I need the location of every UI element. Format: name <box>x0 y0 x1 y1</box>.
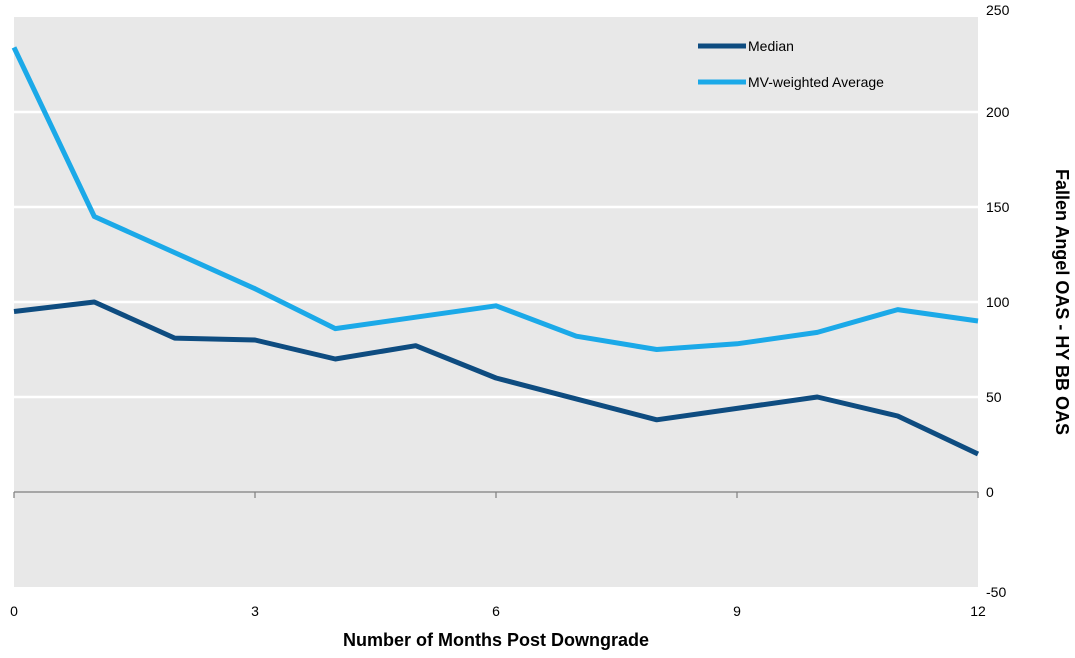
x-axis <box>13 491 979 498</box>
x-tick-label: 0 <box>10 603 18 619</box>
x-tick-label: 9 <box>733 603 741 619</box>
y-tick-label: 250 <box>986 2 1010 18</box>
y-tick-label: 200 <box>986 104 1010 120</box>
x-tick-labels: 0 3 6 9 12 <box>10 603 986 619</box>
x-tick-label: 3 <box>251 603 259 619</box>
legend-label: Median <box>748 38 794 54</box>
x-tick-label: 6 <box>492 603 500 619</box>
series-line-mv-weighted-average <box>11 46 979 352</box>
legend-label: MV-weighted Average <box>748 74 884 90</box>
y-tick-label: 0 <box>986 484 994 500</box>
series-lines <box>11 46 980 457</box>
series-line-median <box>13 299 980 457</box>
x-axis-title: Number of Months Post Downgrade <box>343 630 649 650</box>
y-tick-labels: -50 0 50 100 150 200 250 <box>986 2 1010 600</box>
y-tick-label: -50 <box>986 584 1006 600</box>
x-tick-label: 12 <box>970 603 986 619</box>
y-axis-title: Fallen Angel OAS - HY BB OAS <box>1052 169 1072 435</box>
y-tick-label: 50 <box>986 389 1002 405</box>
y-tick-label: 100 <box>986 294 1010 310</box>
y-tick-label: 150 <box>986 199 1010 215</box>
legend: Median MV-weighted Average <box>698 38 884 90</box>
